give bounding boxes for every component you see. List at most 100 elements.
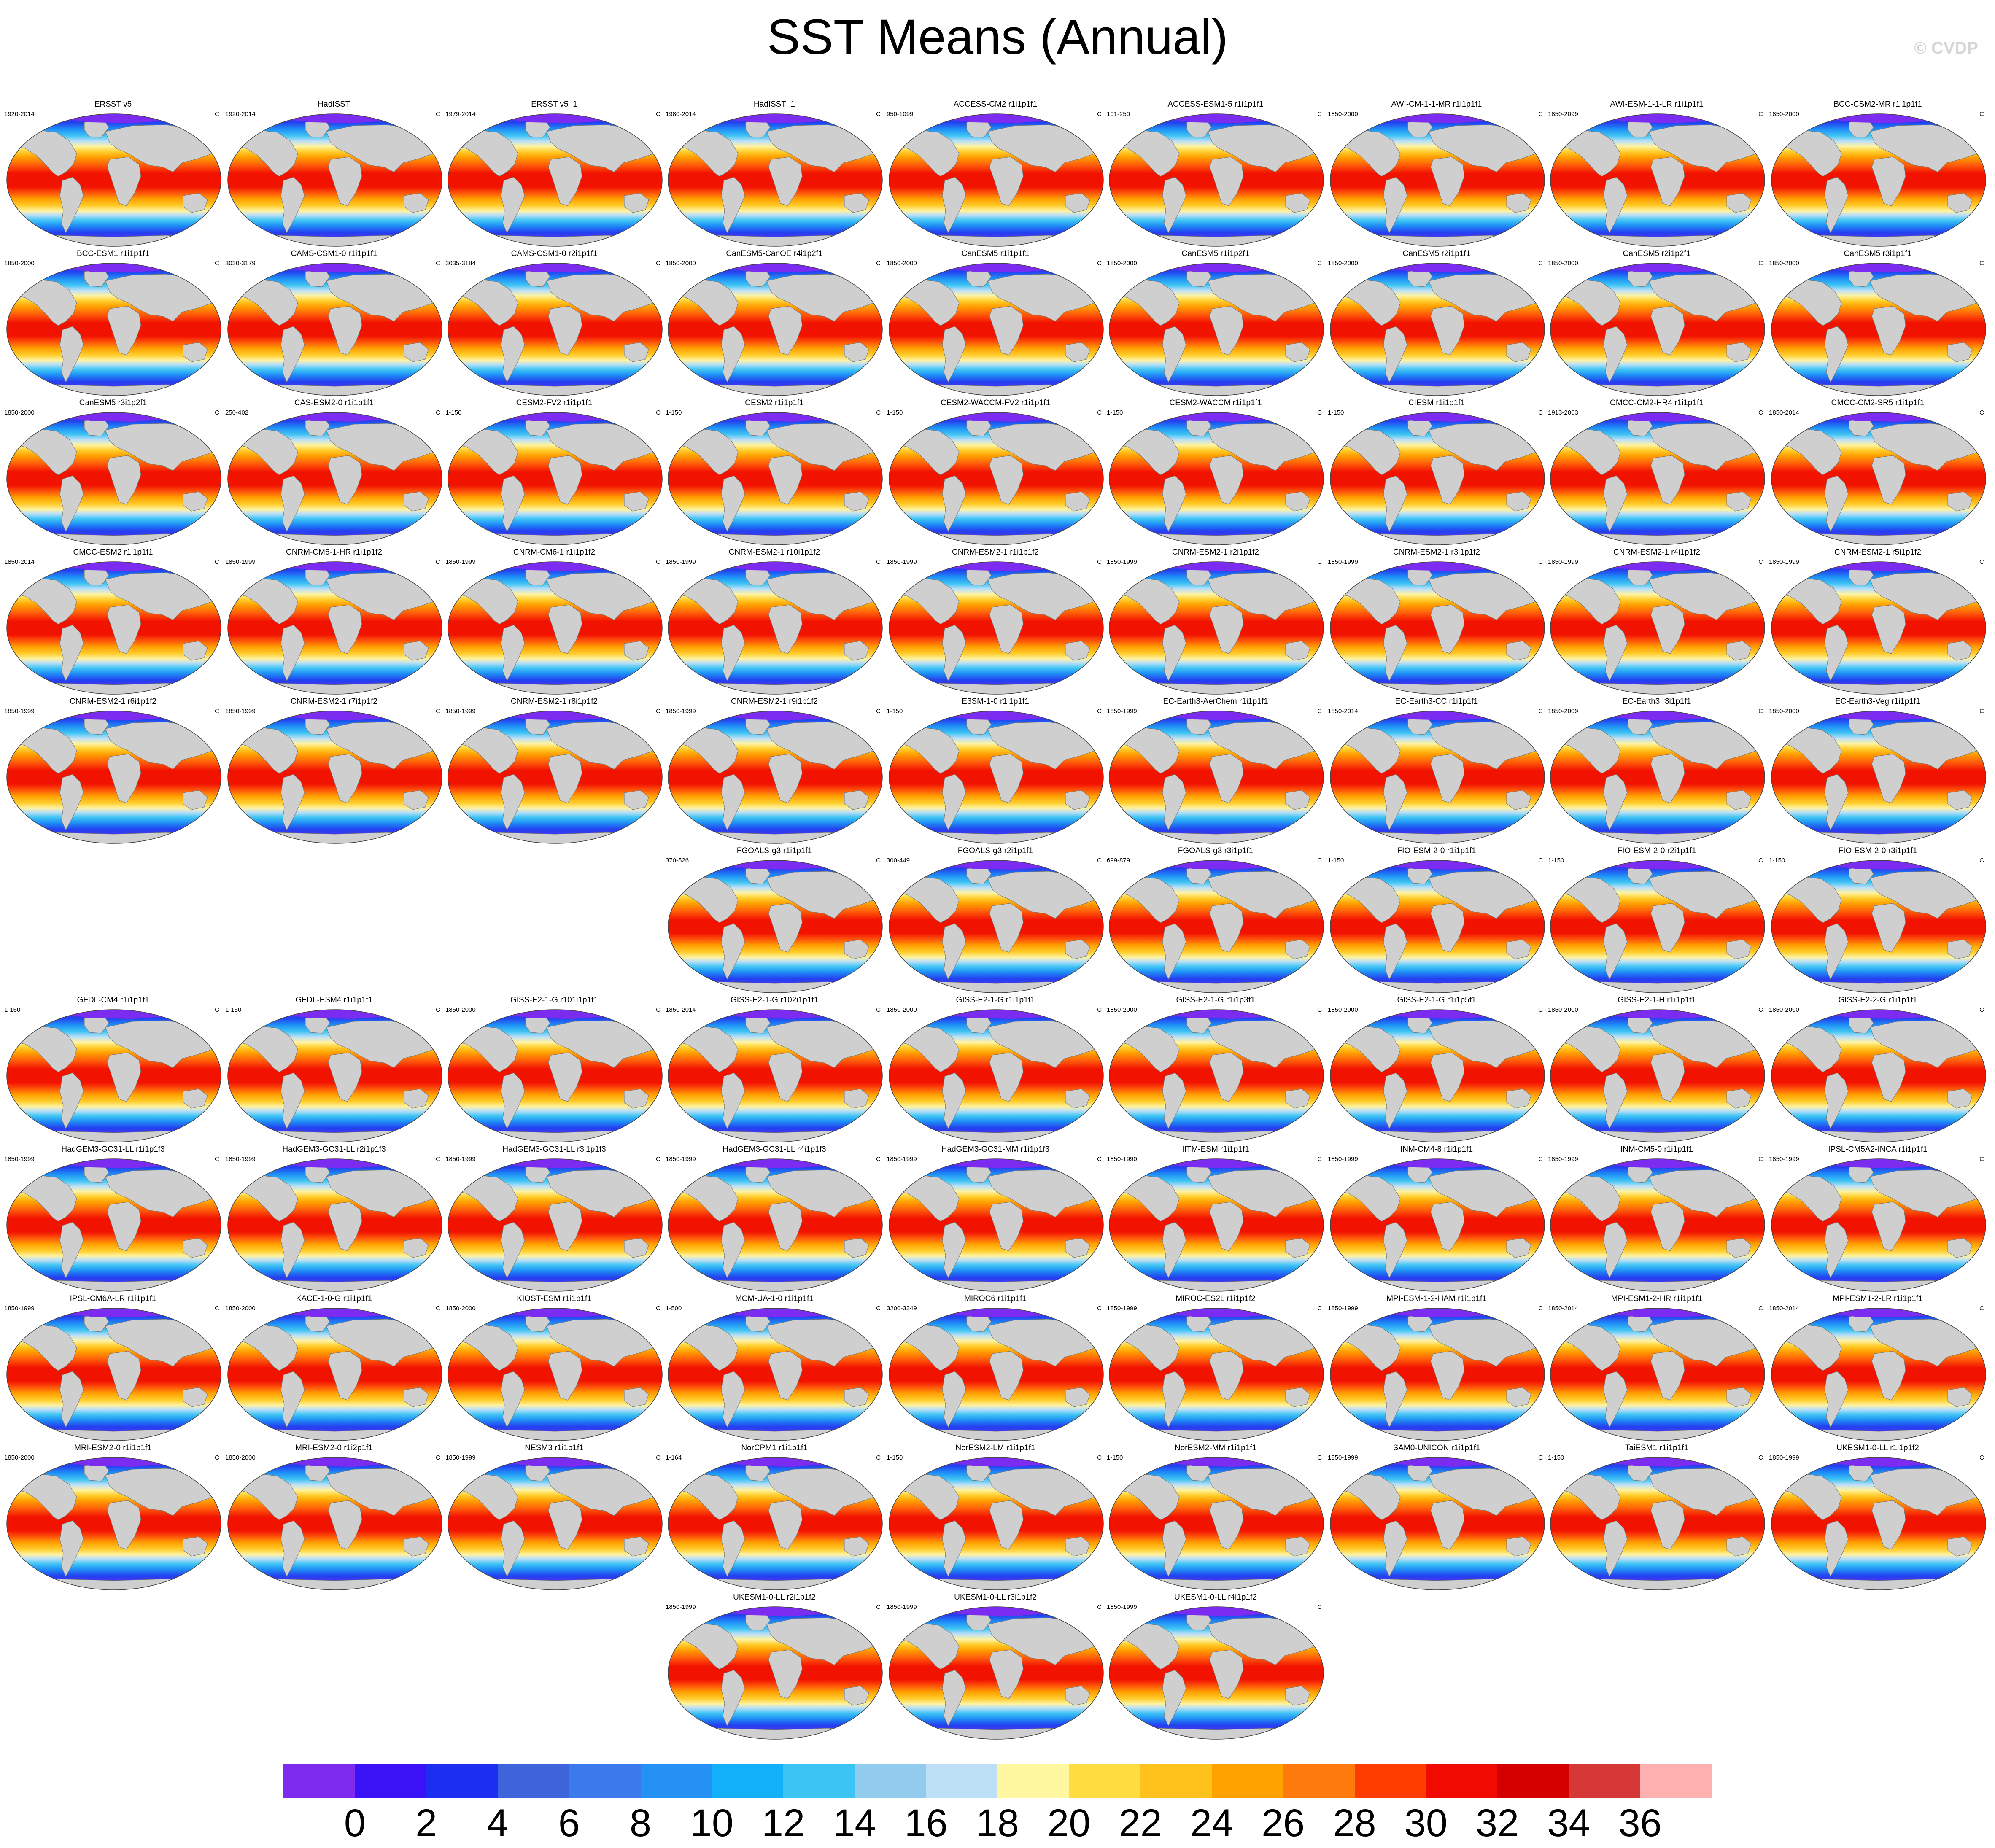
panel-years: 1850-2000 [1769, 708, 1799, 715]
panel-unit: C [1317, 1006, 1322, 1013]
australia-landmass [844, 939, 869, 959]
australia-landmass [1285, 1536, 1310, 1557]
sst-map [668, 561, 883, 695]
map-panel: NorESM2-LM r1i1p1f1 1-150 C [886, 1443, 1105, 1592]
south-america-landmass [280, 1072, 305, 1129]
north-america-landmass [235, 727, 298, 774]
south-america-landmass [942, 177, 966, 234]
south-america-landmass [1383, 1222, 1407, 1279]
australia-landmass [1947, 193, 1973, 213]
sst-map [1771, 1457, 1986, 1590]
panel-title: CMCC-ESM2 r1i1p1f1 [73, 548, 153, 557]
antarctica-landmass [1771, 1131, 1986, 1142]
australia-landmass [1285, 939, 1310, 959]
panel-unit: C [656, 409, 661, 416]
south-america-landmass [1162, 475, 1186, 532]
australia-landmass [183, 790, 208, 810]
panel-years: 1850-1999 [1328, 1454, 1358, 1461]
panel-years: 1-150 [445, 409, 462, 416]
map-border [1771, 1457, 1986, 1590]
antarctica-landmass [1330, 981, 1545, 993]
map-panel: CIESM r1i1p1f1 1-150 C [1327, 398, 1546, 547]
map-border [6, 1308, 221, 1441]
panel-unit: C [1758, 558, 1763, 566]
map-border [6, 412, 221, 545]
south-america-landmass [59, 1072, 84, 1129]
panel-title: HadISST [318, 100, 350, 109]
sst-map [448, 412, 663, 545]
sst-map [668, 113, 883, 247]
panel-unit: C [876, 1454, 881, 1461]
panel-years: 1850-1999 [225, 708, 256, 715]
panel-unit: C [215, 708, 219, 715]
africa-landmass [1871, 903, 1906, 953]
australia-landmass [1506, 1088, 1531, 1109]
panel-title: MIROC6 r1i1p1f1 [964, 1294, 1027, 1303]
north-america-landmass [1337, 1324, 1401, 1371]
colorbar-swatch [1283, 1764, 1355, 1798]
sst-map [227, 263, 442, 396]
panel-title: CNRM-CM6-1 r1i1p1f2 [513, 548, 596, 557]
panel-years: 1-500 [666, 1305, 682, 1312]
colorbar-tick-label: 28 [1333, 1802, 1376, 1845]
map-border [1330, 711, 1545, 844]
panel-years: 699-879 [1107, 857, 1130, 864]
colorbar-swatch [640, 1764, 712, 1798]
sst-map [1550, 113, 1765, 247]
colorbar-tick-label: 36 [1618, 1802, 1662, 1845]
panel-years: 370-526 [666, 857, 689, 864]
australia-landmass [844, 1686, 869, 1706]
panel-years: 1-164 [666, 1454, 682, 1461]
north-america-landmass [1779, 279, 1842, 326]
panel-unit: C [1317, 409, 1322, 416]
map-panel: CanESM5 r2i1p2f1 1850-2000 C [1547, 249, 1766, 397]
south-america-landmass [1824, 177, 1849, 234]
north-america-landmass [235, 1175, 298, 1222]
north-america-landmass [235, 1324, 298, 1371]
map-border [668, 1158, 883, 1292]
map-panel: CNRM-ESM2-1 r1i1p1f2 1850-1999 C [886, 547, 1105, 696]
map-panel: CanESM5 r2i1p1f1 1850-2000 C [1327, 249, 1546, 397]
map-border [227, 113, 442, 247]
panel-years: 1850-1999 [1769, 1156, 1799, 1163]
north-america-landmass [235, 279, 298, 326]
australia-landmass [844, 1088, 869, 1109]
north-america-landmass [14, 1175, 77, 1222]
colorbar-swatch [1354, 1764, 1426, 1798]
australia-landmass [844, 193, 869, 213]
panel-unit: C [215, 409, 219, 416]
north-america-landmass [1779, 876, 1842, 923]
antarctica-landmass [1550, 235, 1765, 247]
south-america-landmass [280, 326, 305, 383]
map-panel: EC-Earth3 r3i1p1f1 1850-2009 C [1547, 697, 1766, 845]
south-america-landmass [1603, 1520, 1628, 1577]
australia-landmass [1947, 641, 1973, 661]
antarctica-landmass [448, 384, 663, 396]
africa-landmass [548, 754, 582, 803]
sst-map [1109, 1606, 1324, 1740]
north-america-landmass [1779, 577, 1842, 625]
africa-landmass [989, 903, 1024, 953]
australia-landmass [1506, 491, 1531, 512]
sst-map [1109, 711, 1324, 844]
map-panel: INM-CM5-0 r1i1p1f1 1850-1999 C [1547, 1145, 1766, 1293]
south-america-landmass [1383, 774, 1407, 831]
panel-unit: C [1758, 857, 1763, 864]
antarctica-landmass [227, 533, 442, 545]
panel-title: CanESM5 r3i1p2f1 [79, 399, 147, 407]
panel-title: EC-Earth3-AerChem r1i1p1f1 [1163, 697, 1268, 706]
antarctica-landmass [889, 981, 1104, 993]
panel-title: UKESM1-0-LL r4i1p1f2 [1174, 1593, 1257, 1602]
australia-landmass [1726, 790, 1752, 810]
africa-landmass [1650, 306, 1685, 356]
sst-map [448, 1009, 663, 1142]
map-panel: CNRM-CM6-1 r1i1p1f2 1850-1999 C [445, 547, 664, 696]
map-border [668, 113, 883, 247]
panel-title: FIO-ESM-2-0 r1i1p1f1 [1397, 846, 1476, 855]
north-america-landmass [455, 1025, 518, 1072]
australia-landmass [1285, 342, 1310, 362]
antarctica-landmass [1109, 235, 1324, 247]
antarctica-landmass [889, 832, 1104, 844]
panel-unit: C [436, 1006, 440, 1013]
panel-years: 1850-2000 [887, 260, 917, 267]
